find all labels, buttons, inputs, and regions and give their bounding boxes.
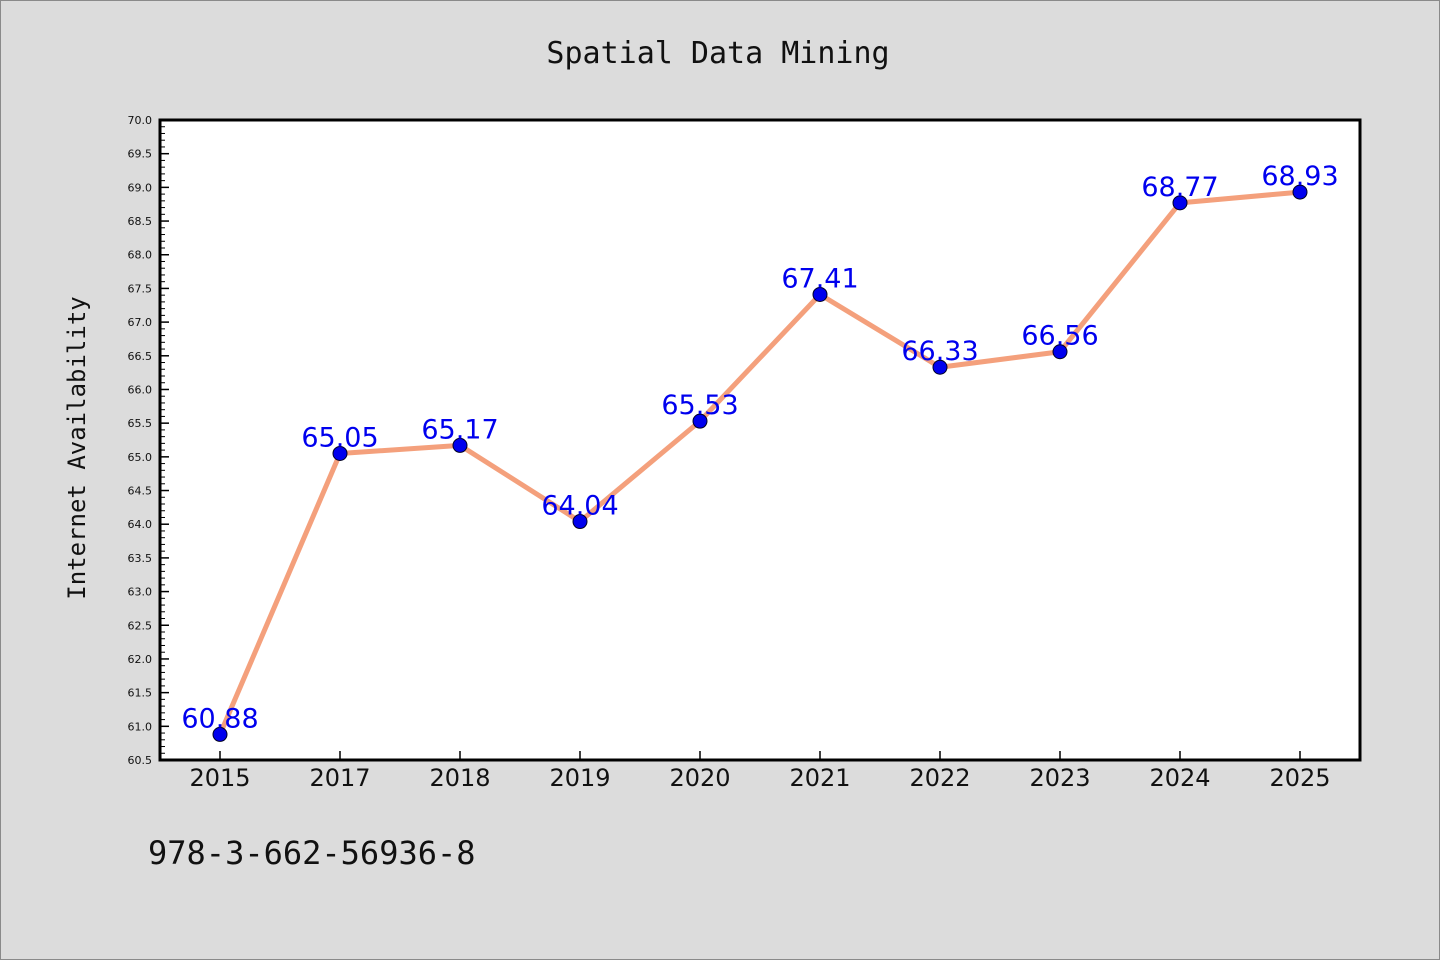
x-tick-label: 2024	[1149, 764, 1210, 792]
x-tick-label: 2023	[1029, 764, 1090, 792]
y-tick-label: 69.5	[128, 148, 153, 161]
data-label: 60.88	[181, 703, 258, 734]
y-tick-label: 64.0	[128, 518, 153, 531]
data-label: 64.04	[541, 491, 618, 522]
data-label: 66.33	[901, 336, 978, 367]
data-point	[1172, 195, 1188, 211]
x-tick-label: 2021	[789, 764, 850, 792]
x-tick-label: 2017	[309, 764, 370, 792]
y-tick-label: 67.5	[128, 282, 153, 295]
y-axis: 60.5 61.0 61.5 62.0 62.5 63.0 63.5 64.0 64.5 65.0…	[128, 114, 169, 767]
data-point	[572, 514, 588, 530]
y-tick-label: 66.5	[128, 350, 153, 363]
x-tick-label: 2018	[429, 764, 490, 792]
y-tick-label: 63.5	[128, 552, 153, 565]
x-tick-label: 2015	[189, 764, 250, 792]
data-point	[932, 359, 948, 375]
y-tick-label: 70.0	[128, 114, 153, 127]
series-markers	[212, 184, 1308, 742]
y-tick-label: 69.0	[128, 181, 153, 194]
y-tick-label: 60.5	[128, 754, 153, 767]
y-tick-label: 67.0	[128, 316, 153, 329]
y-tick-label: 66.0	[128, 383, 153, 396]
data-point	[692, 413, 708, 429]
x-tick-label: 2020	[669, 764, 730, 792]
series-line	[217, 189, 1301, 736]
chart-title: Spatial Data Mining	[546, 36, 889, 71]
data-point	[812, 286, 828, 302]
data-point	[452, 437, 468, 453]
data-label: 65.17	[421, 414, 498, 445]
y-tick-label: 62.0	[128, 653, 153, 666]
data-point	[212, 726, 228, 742]
data-point	[332, 445, 348, 461]
data-label: 65.53	[661, 390, 738, 421]
x-tick-label: 2025	[1269, 764, 1330, 792]
y-axis-label: Internet Availability	[63, 296, 91, 599]
y-tick-label: 64.5	[128, 485, 153, 498]
y-tick-label: 68.0	[128, 249, 153, 262]
x-tick-label: 2022	[909, 764, 970, 792]
data-labels: 60.88 65.05 65.17 64.04 65.53 67.41 66.33 66.56…	[181, 161, 1338, 734]
data-label: 68.77	[1141, 172, 1218, 203]
x-axis: 2015 2017 2018 2019 2020 2021 2022 2023 2024 2025	[189, 751, 1331, 792]
y-tick-label: 61.5	[128, 687, 153, 700]
y-tick-label: 63.0	[128, 586, 153, 599]
data-label: 67.41	[781, 263, 858, 294]
y-tick-label: 61.0	[128, 720, 153, 733]
data-point	[1292, 184, 1308, 200]
y-tick-label: 65.5	[128, 417, 153, 430]
data-point	[1052, 344, 1068, 360]
data-label: 68.93	[1261, 161, 1338, 192]
x-tick-label: 2019	[549, 764, 610, 792]
y-tick-label: 62.5	[128, 619, 153, 632]
y-tick-label: 68.5	[128, 215, 153, 228]
isbn-footer: 978-3-662-56936-8	[148, 834, 476, 872]
data-label: 66.56	[1021, 321, 1098, 352]
y-tick-label: 65.0	[128, 451, 153, 464]
data-label: 65.05	[301, 422, 378, 453]
